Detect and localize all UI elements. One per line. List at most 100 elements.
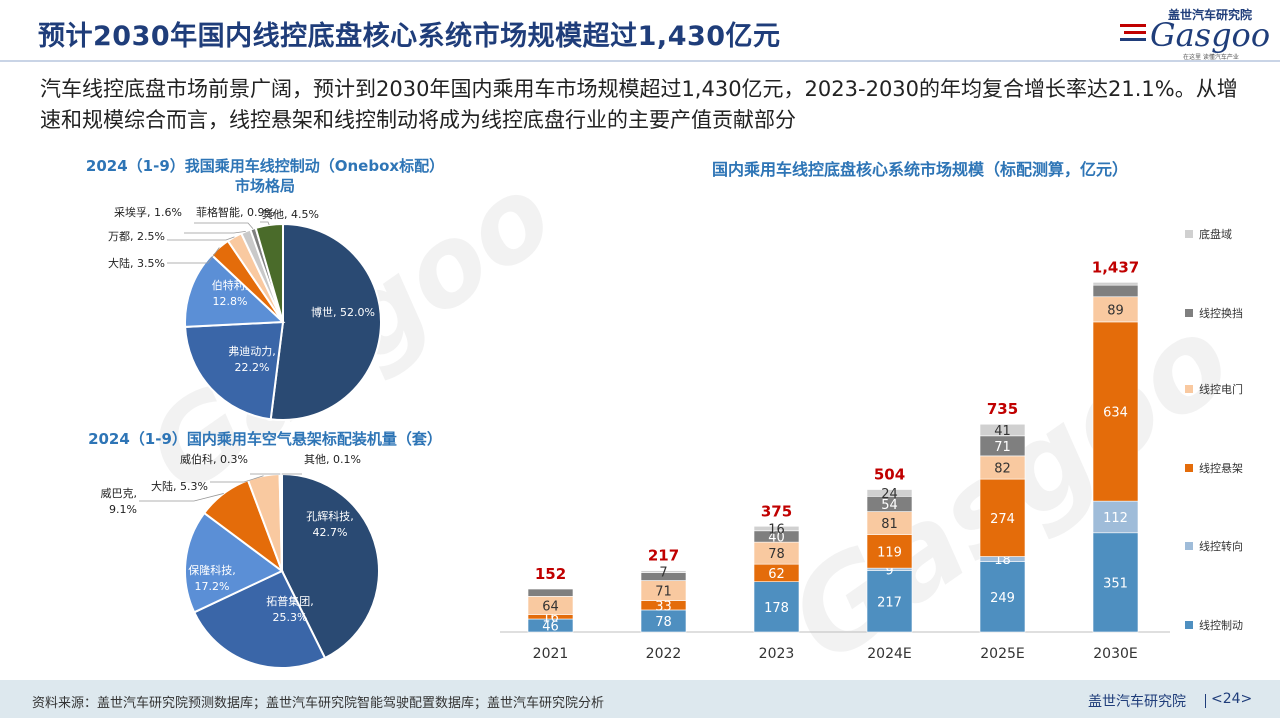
bar-seg-2030E-底盘域 bbox=[1092, 282, 1139, 286]
data-label-2025E-线控制动: 249 bbox=[990, 591, 1015, 606]
total-label-2024E: 504 bbox=[874, 466, 905, 484]
pie-slice-3 bbox=[184, 511, 284, 614]
total-label-2022: 217 bbox=[648, 547, 679, 565]
pie-label-3: 保隆科技, 17.2% bbox=[188, 563, 236, 593]
data-label-2030E-线控转向: 112 bbox=[1103, 511, 1128, 526]
data-label-2025E-底盘域: 41 bbox=[994, 424, 1011, 439]
data-label-2025E-线控悬架: 274 bbox=[990, 512, 1015, 527]
x-tick-2024E: 2024E bbox=[867, 646, 911, 662]
legend-item-3: 线控电门 bbox=[1185, 381, 1243, 397]
pie-label-8: 其他, 4.5% bbox=[262, 208, 319, 221]
pie-slice-1 bbox=[269, 222, 382, 421]
intro-text: 汽车线控底盘市场前景广阔，预计到2030年国内乘用车市场规模超过1,430亿元，… bbox=[40, 77, 1238, 132]
pie1-title-line2: 市场格局 bbox=[234, 177, 295, 195]
pie-slice-3 bbox=[184, 253, 286, 328]
bar-seg-2024E-线控悬架 bbox=[866, 534, 913, 569]
data-label-2022-底盘域: 7 bbox=[659, 566, 667, 581]
data-label-2023-线控换挡: 40 bbox=[768, 530, 785, 545]
pie-leader-4 bbox=[139, 493, 224, 502]
pie-leader-4 bbox=[167, 247, 220, 264]
bar-seg-2025E-底盘域 bbox=[979, 423, 1026, 437]
bar-seg-2023-线控制动 bbox=[753, 581, 800, 633]
pie-label-5: 大陆, 5.3% bbox=[151, 479, 208, 493]
data-label-2024E-线控转向: 9 bbox=[885, 563, 893, 578]
legend-swatch-2 bbox=[1185, 309, 1193, 317]
pie-slice-1 bbox=[281, 472, 380, 660]
pie-label-2: 弗迪动力, 22.2% bbox=[228, 344, 276, 374]
data-label-2022-线控制动: 78 bbox=[655, 615, 672, 630]
legend-item-5: 线控转向 bbox=[1185, 538, 1243, 554]
pie-leader-6 bbox=[184, 230, 246, 234]
pie1-title-line1: 2024（1-9）我国乘用车线控制动（Onebox标配） bbox=[85, 157, 445, 175]
pie-label-7: 菲格智能, 0.9% bbox=[196, 205, 275, 219]
pie-label-2: 拓普集团, 25.3% bbox=[266, 594, 314, 624]
pie-slice-7 bbox=[280, 472, 283, 572]
bar-seg-2022-底盘域 bbox=[640, 570, 687, 573]
pie-label-4: 威巴克, 9.1% bbox=[101, 487, 138, 516]
data-label-2024E-线控悬架: 119 bbox=[877, 545, 902, 560]
x-tick-2023: 2023 bbox=[759, 646, 795, 662]
total-label-2023: 375 bbox=[761, 502, 792, 520]
pie-leader-8 bbox=[260, 221, 270, 226]
legend-item-2: 线控换挡 bbox=[1185, 305, 1243, 321]
pie-leader-5 bbox=[167, 236, 235, 241]
pie-chart-suspension: 孔辉科技, 42.7% 拓普集团, 25.3% 保隆科技, 17.2% 威巴克, 9.1% 大陆… bbox=[101, 452, 380, 669]
data-label-2030E-线控悬架: 634 bbox=[1103, 406, 1128, 421]
pie-leader-5 bbox=[210, 475, 264, 483]
data-label-2023-线控电门: 78 bbox=[768, 547, 785, 562]
legend-item-4: 线控悬架 bbox=[1185, 460, 1243, 476]
pie-slice-8 bbox=[254, 222, 284, 323]
pie-slice-2 bbox=[192, 569, 327, 669]
legend-label-2: 线控换挡 bbox=[1199, 307, 1243, 320]
stacked-bar-chart: 4616641522021783371721720221786278401637… bbox=[500, 258, 1170, 662]
bar-seg-2030E-线控换挡 bbox=[1092, 284, 1139, 298]
bar-seg-2021-线控换挡 bbox=[527, 588, 574, 597]
legend-label-5: 线控转向 bbox=[1199, 540, 1243, 553]
x-tick-2021: 2021 bbox=[533, 646, 569, 662]
pie-label-1: 博世, 52.0% bbox=[311, 306, 375, 319]
data-label-2024E-底盘域: 24 bbox=[881, 487, 898, 502]
pie-label-1: 孔辉科技, 42.7% bbox=[306, 509, 354, 539]
source-note: 资料来源：盖世汽车研究院预测数据库；盖世汽车研究院智能驾驶配置数据库；盖世汽车研… bbox=[32, 696, 605, 711]
bar-seg-2025E-线控制动 bbox=[979, 561, 1026, 633]
legend-swatch-6 bbox=[1185, 621, 1193, 629]
data-label-2021-线控电门: 64 bbox=[542, 599, 559, 614]
data-label-2023-线控制动: 178 bbox=[764, 601, 789, 616]
pie-slice-2 bbox=[184, 320, 285, 421]
data-label-2021-线控制动: 46 bbox=[542, 619, 559, 634]
bar-seg-2025E-线控悬架 bbox=[979, 478, 1026, 557]
data-label-2025E-线控电门: 82 bbox=[994, 461, 1011, 476]
total-label-2030E: 1,437 bbox=[1092, 258, 1139, 276]
page-title: 预计2030年国内线控底盘核心系统市场规模超过1,430亿元 bbox=[38, 21, 781, 52]
legend-label-6: 线控制动 bbox=[1199, 619, 1243, 632]
total-label-2021: 152 bbox=[535, 565, 566, 583]
legend-swatch-3 bbox=[1185, 385, 1193, 393]
data-label-2022-线控悬架: 33 bbox=[655, 599, 672, 614]
legend-swatch-4 bbox=[1185, 464, 1193, 472]
pie-chart-brake: 博世, 52.0%弗迪动力, 22.2%伯特利, 12.8%大陆, 3.5%万都, … bbox=[108, 205, 382, 421]
footer-divider bbox=[1205, 694, 1206, 708]
pie1-title: 2024（1-9）我国乘用车线控制动（Onebox标配） 市场格局 bbox=[30, 156, 500, 196]
legend-item-6: 线控制动 bbox=[1185, 617, 1243, 633]
x-tick-2030E: 2030E bbox=[1093, 646, 1137, 662]
pie2-title: 2024（1-9）国内乘用车空气悬架标配装机量（套） bbox=[88, 430, 442, 448]
pie-label-5: 万都, 2.5% bbox=[108, 230, 165, 243]
pie-label-6: 威伯科, 0.3% bbox=[180, 452, 248, 466]
legend-label-3: 线控电门 bbox=[1199, 383, 1243, 396]
legend-swatch-1 bbox=[1185, 230, 1193, 238]
footer: 资料来源：盖世汽车研究院预测数据库；盖世汽车研究院智能驾驶配置数据库；盖世汽车研… bbox=[0, 680, 1280, 718]
bar-chart-title: 国内乘用车线控底盘核心系统市场规模（标配测算，亿元） bbox=[711, 160, 1128, 179]
pie-label-4: 大陆, 3.5% bbox=[108, 256, 165, 270]
page-number: <24> bbox=[1211, 691, 1253, 707]
title-divider bbox=[0, 60, 1280, 62]
logo-sub: 在这里 读懂汽车产业 bbox=[1183, 54, 1239, 61]
bar-seg-2030E-线控转向 bbox=[1092, 500, 1139, 534]
legend-swatch-5 bbox=[1185, 542, 1193, 550]
x-tick-2022: 2022 bbox=[646, 646, 682, 662]
x-tick-2025E: 2025E bbox=[980, 646, 1024, 662]
bar-seg-2024E-底盘域 bbox=[866, 489, 913, 497]
pie-label-7: 其他, 0.1% bbox=[304, 453, 361, 466]
logo-cn: 盖世汽车研究院 bbox=[1168, 8, 1253, 22]
data-label-2025E-线控换挡: 71 bbox=[994, 440, 1011, 455]
logo-icon bbox=[1120, 24, 1146, 41]
